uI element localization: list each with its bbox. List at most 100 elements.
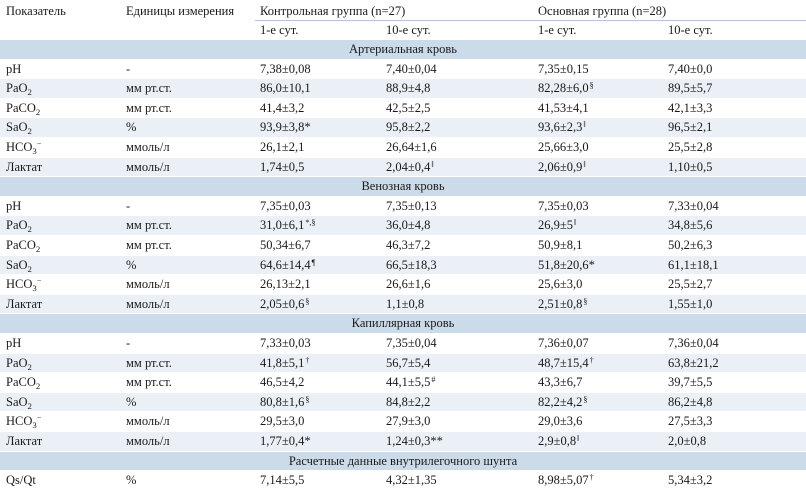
unit-cell: - xyxy=(126,198,131,213)
control-day10-value: 1,24±0,3** xyxy=(386,432,443,452)
value-text: 1,55±1,0 xyxy=(668,296,713,311)
table-row: pH - 7,33±0,03 7,35±0,04 7,36±0,07 7,36±0,04 xyxy=(0,334,806,354)
main-day1-value: 93,6±2,3ǁ xyxy=(538,118,586,139)
value-text: 2,04±0,4 xyxy=(386,159,431,174)
header-control-day10: 10-е сут. xyxy=(386,23,431,37)
control-day10-value: 2,04±0,4ǁ xyxy=(386,158,434,179)
param-cell: HCO3− xyxy=(6,138,41,158)
value-text: 63,8±21,2 xyxy=(668,355,719,370)
value-text: 7,35±0,13 xyxy=(386,198,437,213)
unit-cell: - xyxy=(126,336,131,350)
table-row: PaO2 мм рт.ст. 86,0±10,1 88,9±4,8 82,28±6,0§… xyxy=(0,79,806,99)
control-day10-value: 44,1±5,5# xyxy=(386,373,435,394)
main-day10-value: 27,5±3,3 xyxy=(668,412,712,432)
value-text: 41,8±5,1 xyxy=(260,355,305,370)
param-cell: PaO2 xyxy=(6,354,32,374)
value-text: 26,64±1,6 xyxy=(386,140,437,154)
main-day1-value: 7,35±0,03 xyxy=(538,197,589,217)
significance-mark: ¶ xyxy=(311,257,316,267)
significance-mark: § xyxy=(305,296,310,306)
main-day10-value: 96,5±2,1 xyxy=(668,118,712,138)
significance-mark: ǁ xyxy=(577,434,580,443)
value-text: 7,14±5,5 xyxy=(260,473,305,488)
value-text: 2,9±0,8 xyxy=(538,434,577,448)
control-day1-value: 86,0±10,1 xyxy=(260,79,311,99)
value-text: 95,8±2,2 xyxy=(386,120,431,135)
value-text: 39,7±5,5 xyxy=(668,375,713,390)
section-title: Артериальная кровь xyxy=(349,42,457,56)
main-day1-value: 7,35±0,15 xyxy=(538,60,589,80)
significance-mark: ǁ xyxy=(583,120,586,130)
value-text: 41,53±4,1 xyxy=(538,100,589,115)
value-text: 93,9±3,8* xyxy=(260,120,311,135)
param-name: SaO xyxy=(6,394,28,409)
table-row: SaO2% 93,9±3,8* 95,8±2,2 93,6±2,3ǁ 96,5±2,1 xyxy=(0,118,806,138)
param-cell: PaCO2 xyxy=(6,99,40,119)
value-text: 7,35±0,15 xyxy=(538,61,589,76)
param-name: pH xyxy=(6,61,22,76)
unit-cell: мм рт.ст. xyxy=(126,81,172,96)
control-day10-value: 36,0±4,8 xyxy=(386,216,430,236)
main-day10-value: 63,8±21,2 xyxy=(668,354,719,374)
value-text: 2,51±0,8 xyxy=(538,296,583,311)
value-text: 27,5±3,3 xyxy=(668,414,713,429)
header-control-day1: 1-е сут. xyxy=(260,23,299,37)
param-superscript: − xyxy=(36,276,42,286)
main-day1-value: 43,3±6,7 xyxy=(538,373,582,393)
param-name: HCO xyxy=(6,414,33,429)
main-day10-value: 2,0±0,8 xyxy=(668,432,706,452)
value-text: 29,0±3,6 xyxy=(538,414,583,429)
control-day1-value: 46,5±4,2 xyxy=(260,373,304,393)
main-day10-value: 7,40±0,0 xyxy=(668,60,712,80)
value-text: 34,8±5,6 xyxy=(668,218,713,233)
value-text: 86,0±10,1 xyxy=(260,81,311,96)
control-day10-value: 7,35±0,04 xyxy=(386,334,437,354)
control-day1-value: 64,6±14,4¶ xyxy=(260,256,315,277)
value-text: 7,35±0,03 xyxy=(538,198,589,213)
param-name: HCO xyxy=(6,140,33,154)
param-cell: HCO3− xyxy=(6,412,41,432)
main-day1-value: 2,06±0,9ǁ xyxy=(538,158,586,179)
unit-cell: ммоль/л xyxy=(126,434,170,448)
control-day10-value: 42,5±2,5 xyxy=(386,99,430,119)
main-day1-value: 48,7±15,4† xyxy=(538,354,594,375)
value-text: 4,32±1,35 xyxy=(386,473,437,488)
param-cell: SaO2 xyxy=(6,118,32,138)
table-header: Показатель Единицы измерения Контрольная… xyxy=(0,0,806,40)
param-name: Лактат xyxy=(6,159,43,174)
value-text: 80,8±1,6 xyxy=(260,394,305,409)
value-text: 8,98±5,07 xyxy=(538,473,589,488)
value-text: 1,10±0,5 xyxy=(668,159,713,174)
significance-mark: *,§ xyxy=(305,218,316,228)
control-day10-value: 95,8±2,2 xyxy=(386,118,430,138)
control-day1-value: 50,34±6,7 xyxy=(260,236,311,256)
value-text: 27,9±3,0 xyxy=(386,414,431,429)
table-row: SaO2% 80,8±1,6§ 84,8±2,2 82,2±4,2§ 86,2±4,8 xyxy=(0,392,806,414)
control-day10-value: 26,6±1,6 xyxy=(386,275,430,295)
value-text: 26,1±2,1 xyxy=(260,140,305,154)
value-text: 46,5±4,2 xyxy=(260,375,305,390)
param-name: PaO xyxy=(6,81,28,96)
param-subscript: 2 xyxy=(27,126,32,137)
param-subscript: 2 xyxy=(27,263,32,274)
table-row: Qs/Qt% 7,14±5,5 4,32±1,35 8,98±5,07† 5,34±3,… xyxy=(0,471,806,491)
main-day1-value: 51,8±20,6* xyxy=(538,256,595,276)
unit-cell: ммоль/л xyxy=(126,296,170,311)
value-text: 7,35±0,04 xyxy=(386,336,437,350)
param-superscript: − xyxy=(36,139,42,148)
value-text: 7,36±0,07 xyxy=(538,336,589,350)
control-day1-value: 7,38±0,08 xyxy=(260,60,311,80)
main-day1-value: 82,2±4,2§ xyxy=(538,393,587,414)
table-row: PaCO2 мм рт.ст. 46,5±4,2 44,1±5,5# 43,3±6,7 3… xyxy=(0,373,806,393)
table-row: SaO2% 64,6±14,4¶ 66,5±18,3 51,8±20,6* 61,1±1… xyxy=(0,255,806,277)
control-day1-value: 1,77±0,4* xyxy=(260,432,311,452)
param-name: PaCO xyxy=(6,100,36,115)
param-cell: pH xyxy=(6,334,21,354)
value-text: 25,66±3,0 xyxy=(538,140,589,154)
param-cell: SaO2 xyxy=(6,393,32,413)
main-day10-value: 1,10±0,5 xyxy=(668,158,712,178)
section-title: Капиллярная кровь xyxy=(351,316,455,331)
significance-mark: ǁ xyxy=(574,218,577,228)
significance-mark: § xyxy=(305,394,310,404)
